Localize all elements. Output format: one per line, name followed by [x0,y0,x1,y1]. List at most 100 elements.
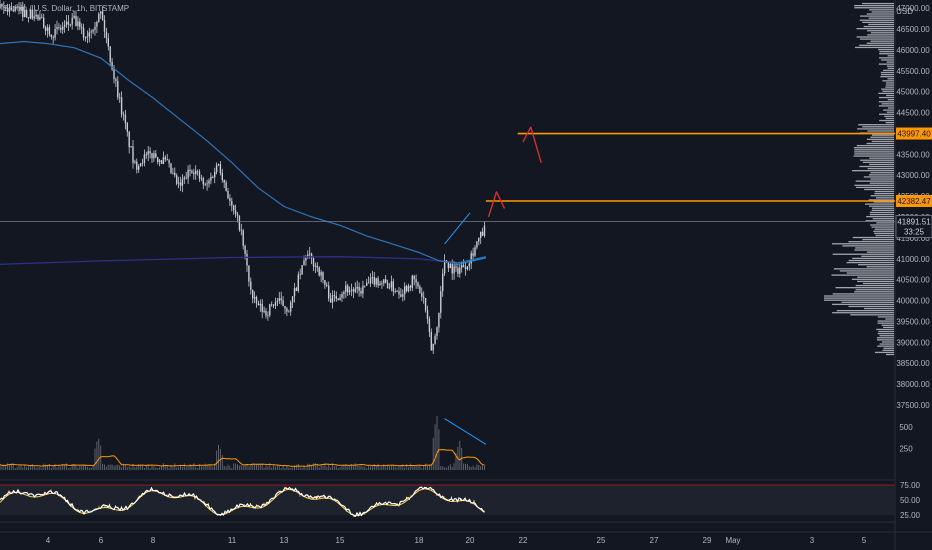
volume-profile-bar [859,44,894,46]
volume-profile-bar [866,13,894,15]
candle-body [269,304,271,316]
time-axis-tick: 13 [280,536,289,545]
volume-profile-bar [877,332,894,335]
volume-profile-bar [874,232,894,234]
volume-profile-bar [855,289,894,291]
candle-body [424,298,427,311]
candle-body [22,6,24,18]
volume-profile-bar [867,30,894,32]
candle-body [318,267,320,276]
volume-profile-bar [866,42,894,44]
candle-body [367,282,370,284]
volume-profile-bar [862,2,894,5]
candle-body [347,285,349,293]
volume-profile-bar [859,19,894,21]
candle-body [398,291,400,295]
candle-body [138,166,140,170]
candle-body [73,15,75,18]
candle-body [77,21,79,26]
volume-profile-bar [870,178,894,180]
volume-profile-bar [873,201,894,203]
candle-body [272,304,275,306]
volume-profile-bar [886,94,894,97]
volume-profile-bar [858,124,894,126]
volume-profile-bar [868,174,894,176]
candle-body [65,21,68,25]
candle-body [371,276,374,278]
time-axis-tick: 6 [99,536,104,545]
candle-body [162,157,165,164]
time-axis[interactable]: 4 6 8 11 13 15 18 20 22 25 27 29 May 3 5 [46,536,867,545]
drawing-annotations[interactable] [444,126,542,266]
candle-body [187,169,189,179]
oscillator-lines [0,486,485,518]
candle-body [290,302,292,312]
volume-profile-bar [860,15,894,17]
candle-body [193,172,195,175]
volume-profile-bar [839,270,894,272]
candle-body [214,171,216,178]
candle-body [348,290,351,293]
candle-body [392,281,394,292]
candle-body [375,278,377,285]
candle-body [196,170,199,172]
volume-profile-bar [877,320,894,322]
volume-profile-bar [882,80,894,82]
candle-body [63,24,66,27]
volume-profile-bar [886,61,894,63]
volume-profile-bar [853,147,894,149]
volume-profile-bar [835,287,894,289]
volume-profile-bar [832,303,894,306]
candle-body [79,21,81,28]
candle-body [25,10,28,18]
horizontal-levels[interactable] [0,132,895,222]
candle-body [86,36,89,38]
volume-profile-bar [881,88,894,90]
candle-body [312,258,315,267]
candle-body [62,26,64,30]
candle-body [295,288,298,291]
volume-profile-bar [868,205,894,207]
candle-body [447,262,450,269]
volume-profile-bar [882,90,894,92]
volume-profile-bar [878,92,894,95]
candle-body [276,300,279,302]
candle-body [461,265,463,268]
volume-profile-bar [846,261,894,264]
candle-body [455,266,457,268]
candle-body [67,21,70,25]
candle-body [126,123,128,132]
price-axis-tick: 45500.00 [896,67,930,76]
volume-profile-bar [832,243,894,245]
trendline [454,257,487,266]
candle-body [75,15,77,26]
volume-profile-bar [885,84,894,86]
candle-body [303,260,305,266]
volume-profile-bar [870,172,894,174]
candle-body [345,285,347,293]
volume-profile-bar [870,224,894,226]
candle-body [1,4,3,7]
volume-profile-bar [887,55,894,57]
price-axis-tick: 39500.00 [896,317,930,326]
candle-body [149,151,151,154]
time-axis-tick: 4 [46,536,51,545]
candle-body [166,159,168,161]
volume-profile-bar [871,209,894,212]
volume-profile-bar [877,322,894,324]
candle-body [113,69,115,80]
volume-profile-bar [851,278,894,280]
time-axis-tick: 27 [650,536,659,545]
candle-body [238,215,241,230]
candlestick-series[interactable] [0,0,486,354]
volume-profile-bar [832,312,894,314]
candle-body [227,190,229,199]
candle-body [48,27,51,35]
volume-profile-bar [857,276,894,278]
volume-profile-bar [876,339,894,341]
candle-body [481,231,484,236]
price-axis-tick: 43500.00 [896,150,930,159]
time-axis-tick: 11 [228,536,237,545]
volume-profile-bar [841,301,894,303]
